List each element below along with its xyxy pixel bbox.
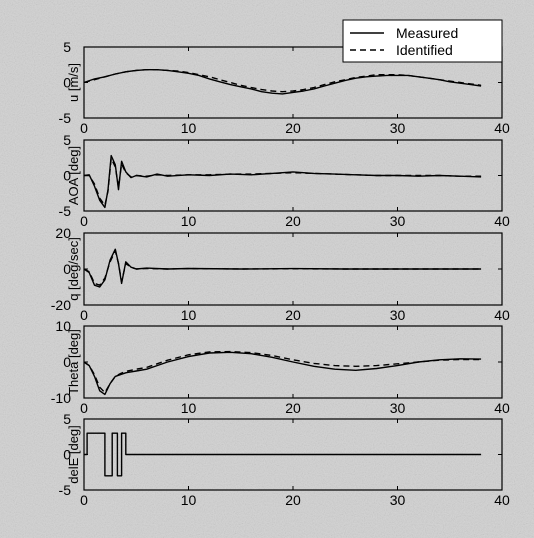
- y-tick-label: -5: [59, 203, 72, 219]
- series-line-identified: [83, 350, 482, 394]
- y-tick-label: 0: [63, 261, 71, 277]
- series-line-identified: [84, 157, 482, 206]
- x-tick-label: 0: [80, 307, 88, 323]
- y-tick-label: 0: [63, 447, 71, 463]
- y-tick-label: -5: [59, 482, 72, 498]
- x-tick-label: 30: [390, 400, 406, 416]
- y-tick-label: -20: [51, 297, 71, 313]
- y-tick-label: 0: [63, 75, 71, 91]
- series-line-identified: [83, 69, 482, 93]
- y-tick-label: -5: [59, 110, 72, 126]
- x-tick-label: 30: [390, 492, 406, 508]
- series-line-identified: [83, 250, 482, 286]
- x-tick-label: 30: [390, 307, 406, 323]
- x-tick-label: 10: [181, 307, 197, 323]
- y-tick-label: -10: [51, 390, 71, 406]
- x-tick-label: 20: [285, 213, 301, 229]
- subplot-3: 0 10 20 30 40 20 0 -20q [deg/sec]: [51, 225, 510, 323]
- y-tick-label: 20: [55, 225, 71, 241]
- x-tick-label: 10: [181, 213, 197, 229]
- x-tick-label: 40: [494, 400, 510, 416]
- x-tick-label: 0: [80, 120, 88, 136]
- x-tick-label: 10: [181, 492, 197, 508]
- x-tick-label: 20: [285, 307, 301, 323]
- x-tick-label: 20: [285, 492, 301, 508]
- y-tick-label: 10: [55, 318, 71, 334]
- series-line-measured: [83, 69, 482, 95]
- legend-box: [342, 19, 503, 63]
- y-tick-label: 5: [63, 39, 71, 55]
- x-tick-label: 20: [285, 120, 301, 136]
- x-tick-label: 0: [80, 492, 88, 508]
- y-tick-label: 5: [63, 132, 71, 148]
- x-tick-label: 40: [494, 213, 510, 229]
- x-tick-label: 40: [494, 492, 510, 508]
- x-tick-label: 40: [494, 120, 510, 136]
- x-tick-label: 40: [494, 307, 510, 323]
- y-axis-label: AOA [deg]: [66, 146, 81, 205]
- x-tick-label: 30: [390, 213, 406, 229]
- x-tick-label: 0: [80, 400, 88, 416]
- x-tick-label: 30: [390, 120, 406, 136]
- y-axis-label: delE [deg]: [66, 425, 81, 484]
- legend-label-identified: Identified: [396, 42, 453, 58]
- series-line-measured: [84, 432, 482, 477]
- x-tick-label: 10: [181, 120, 197, 136]
- x-tick-label: 0: [80, 213, 88, 229]
- y-axis-label: u [m/s]: [66, 63, 81, 102]
- y-axis-label: q [deg/sec]: [66, 237, 81, 301]
- y-axis-label: Theta [deg]: [66, 329, 81, 395]
- legend-label-measured: Measured: [396, 25, 458, 41]
- y-tick-label: 0: [63, 354, 71, 370]
- y-tick-label: 5: [63, 411, 71, 427]
- x-tick-label: 20: [285, 400, 301, 416]
- y-tick-label: 0: [63, 168, 71, 184]
- x-tick-label: 10: [181, 400, 197, 416]
